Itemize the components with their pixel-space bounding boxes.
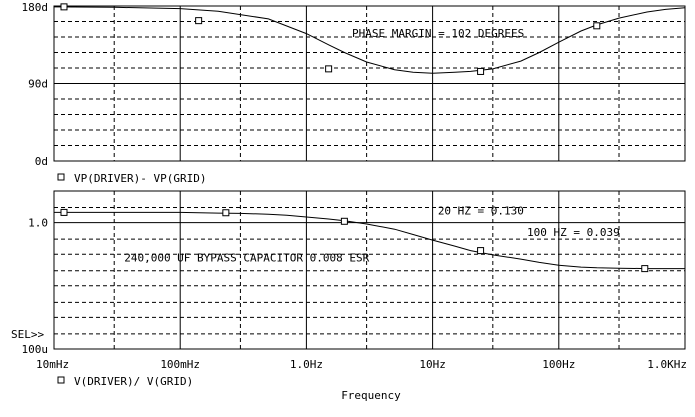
magnitude-data-marker <box>60 208 68 216</box>
magnitude-y-tick-label: 1.0 <box>28 217 48 230</box>
x-tick-label: 10mHz <box>36 358 69 371</box>
phase-plot-frame <box>53 5 686 162</box>
data-markers <box>60 3 649 273</box>
x-tick-label: 1.0Hz <box>290 358 323 371</box>
phase-legend-label: VP(DRIVER)- VP(GRID) <box>74 172 206 185</box>
magnitude-trace <box>54 211 685 270</box>
phase-data-marker <box>477 67 485 75</box>
magnitude-annotation: 20 HZ = 0.130 <box>438 205 524 218</box>
phase-y-tick-label: 0d <box>35 155 48 168</box>
grid-lines <box>54 6 685 349</box>
phase-trace <box>53 6 686 74</box>
phase-data-marker <box>60 3 68 11</box>
magnitude-data-marker <box>340 217 348 225</box>
phase-legend-marker <box>57 173 65 181</box>
tick-labels: 180d 90d 0d 1.0 100u 10mHz 100mHz 1.0Hz 10Hz 100H… <box>22 1 688 371</box>
magnitude-data-marker <box>222 209 230 217</box>
phase-data-marker <box>325 65 333 73</box>
magnitude-legend-label: V(DRIVER)/ V(GRID) <box>74 375 193 388</box>
magnitude-data-marker <box>641 265 649 273</box>
x-tick-label: 100Hz <box>542 358 575 371</box>
magnitude-annotation: 100 HZ = 0.039 <box>527 226 620 239</box>
x-axis-title: Frequency <box>341 389 401 402</box>
magnitude-y-tick-label: 100u <box>22 343 49 356</box>
x-tick-label: 1.0KHz <box>647 358 687 371</box>
annotations: PHASE MARGIN = 102 DEGREES 20 HZ = 0.1301… <box>124 27 620 265</box>
x-tick-label: 10Hz <box>419 358 446 371</box>
sel-indicator[interactable]: SEL>> <box>11 328 44 341</box>
magnitude-annotation: 240,000 UF BYPASS CAPACITOR 0.008 ESR <box>124 252 369 265</box>
phase-annotation: PHASE MARGIN = 102 DEGREES <box>352 27 524 40</box>
magnitude-data-marker <box>477 247 485 255</box>
traces <box>53 6 686 270</box>
phase-y-tick-label: 180d <box>22 1 49 14</box>
phase-data-marker <box>593 22 601 30</box>
magnitude-plot-frame <box>53 190 686 350</box>
phase-y-tick-label: 90d <box>28 78 48 91</box>
magnitude-legend-marker <box>57 376 65 384</box>
x-tick-label: 100mHz <box>160 358 200 371</box>
phase-data-marker <box>195 17 203 25</box>
